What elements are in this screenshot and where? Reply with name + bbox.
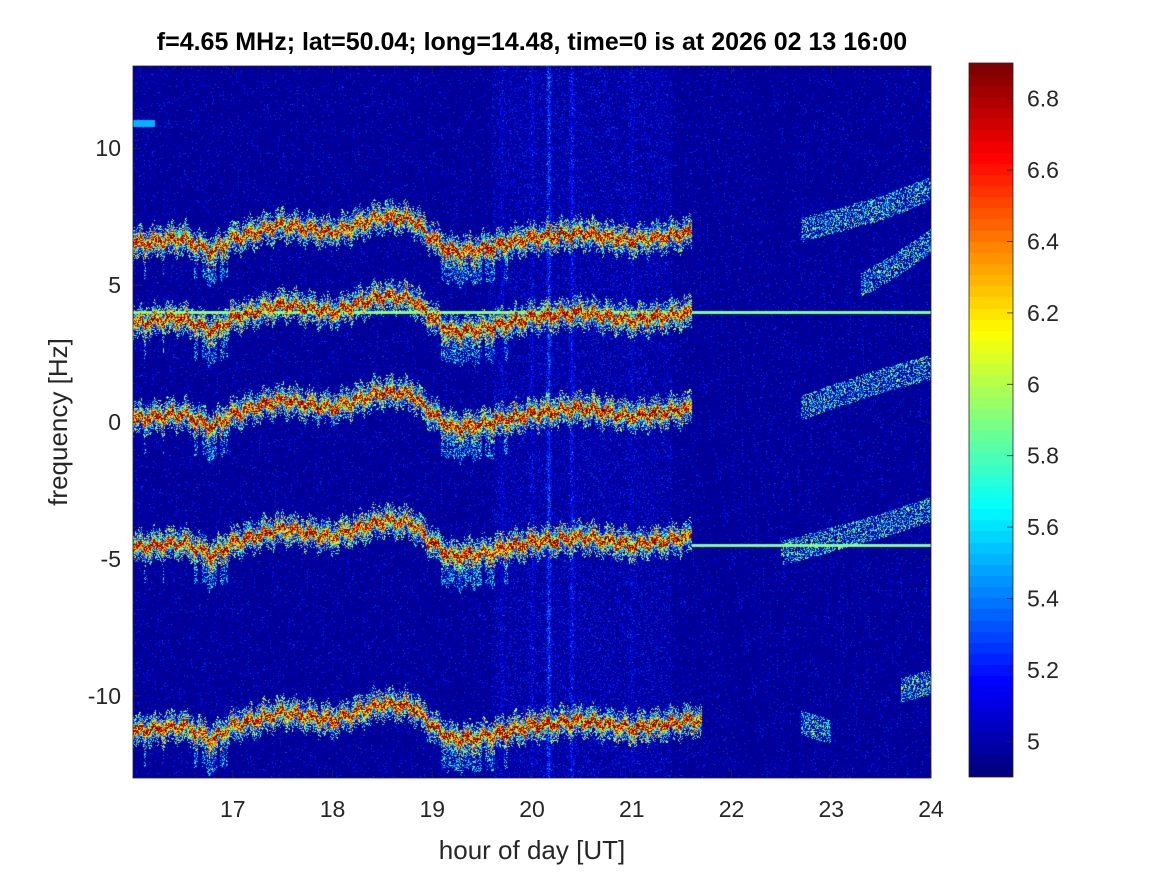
- x-tick-label: 22: [719, 796, 745, 822]
- plot-area: 17 18 19 20 21 22 23 24 10 5 0 -5 -10: [88, 65, 944, 822]
- colorbar-tick-label: 5.8: [1027, 443, 1059, 469]
- y-axis-label: frequency [Hz]: [43, 338, 73, 506]
- chart-title: f=4.65 MHz; lat=50.04; long=14.48, time=…: [157, 28, 907, 56]
- colorbar-gradient: [969, 63, 1013, 777]
- x-tick-label: 20: [519, 796, 545, 822]
- x-tick-label: 18: [320, 796, 346, 822]
- x-axis-label: hour of day [UT]: [439, 835, 625, 865]
- x-tick-label: 23: [818, 796, 844, 822]
- x-tick-label: 19: [419, 796, 445, 822]
- colorbar-tick-label: 5.4: [1027, 586, 1059, 612]
- y-tick-label: 5: [108, 272, 121, 298]
- y-tick-label: 10: [95, 135, 121, 161]
- x-tick-label: 24: [918, 796, 944, 822]
- colorbar-image-holder: [969, 63, 1013, 777]
- y-tick-label: -10: [88, 683, 121, 709]
- colorbar-tick-label: 6: [1027, 371, 1040, 397]
- colorbar-tick-label: 5: [1027, 728, 1040, 754]
- spectrogram-heatmap: [133, 66, 931, 778]
- colorbar-tick-label: 6.8: [1027, 86, 1059, 112]
- y-tick-label: -5: [101, 546, 121, 572]
- colorbar-tick-label: 6.2: [1027, 300, 1059, 326]
- colorbar-tick-label: 6.6: [1027, 157, 1059, 183]
- y-tick-label: 0: [108, 409, 121, 435]
- colorbar-tick-label: 5.2: [1027, 657, 1059, 683]
- x-tick-label: 17: [220, 796, 246, 822]
- spectrogram-image-holder: [133, 66, 931, 778]
- y-axis: 10 5 0 -5 -10: [88, 135, 931, 709]
- colorbar-frame: [968, 62, 1014, 778]
- colorbar: 6.8 6.6 6.4 6.2 6 5.8 5.6 5.4 5.2 5: [968, 62, 1059, 778]
- x-axis: 17 18 19 20 21 22 23 24: [220, 66, 944, 822]
- colorbar-tick-label: 5.6: [1027, 514, 1059, 540]
- x-tick-label: 21: [619, 796, 645, 822]
- colorbar-tick-label: 6.4: [1027, 229, 1059, 255]
- colorbar-axis: 6.8 6.6 6.4 6.2 6 5.8 5.6 5.4 5.2 5: [1007, 86, 1059, 754]
